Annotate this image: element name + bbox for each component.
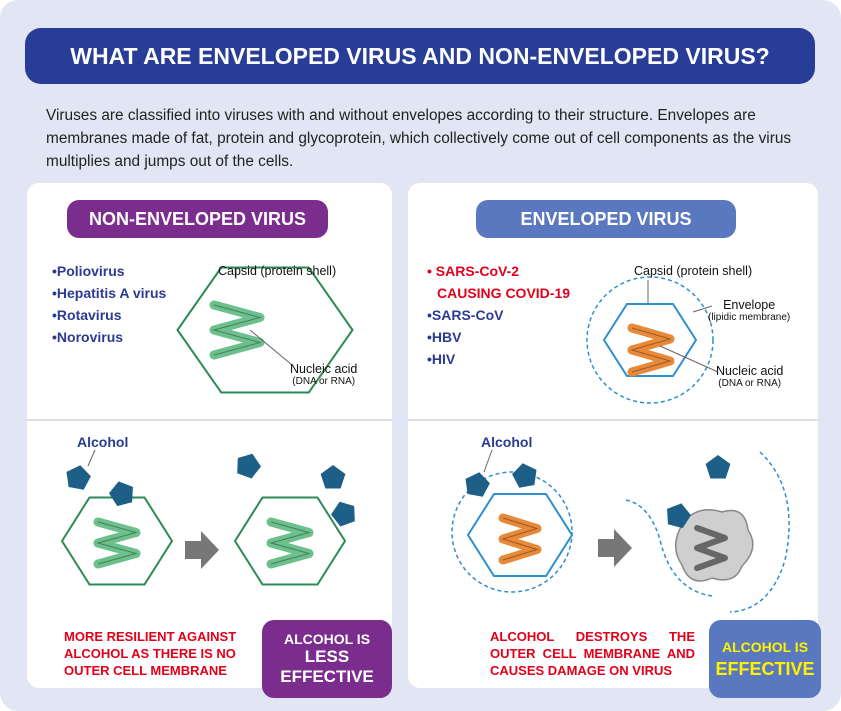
alcohol-molecule-icon — [705, 455, 731, 479]
enveloped-note: ALCOHOL DESTROYS THE OUTER CELL MEMBRANE… — [490, 629, 695, 678]
nucleic-acid-coil — [93, 517, 141, 569]
effective-badge: ALCOHOL IS EFFECTIVE — [709, 620, 821, 698]
nucleic-acid-coil-strand — [96, 521, 138, 565]
capsid-hexagon — [602, 303, 698, 377]
capsid-label: Capsid (protein shell) — [218, 264, 337, 278]
nucleic-leader-line — [249, 329, 293, 366]
nucleic-acid-coil-strand — [269, 521, 311, 565]
enveloped-panel — [408, 183, 818, 688]
list-item: •Poliovirus — [52, 263, 125, 279]
list-item: •Rotavirus — [52, 307, 122, 323]
nucleic-acid-coil — [498, 513, 542, 565]
list-item: •Norovirus — [52, 329, 124, 345]
capsid-hexagon — [466, 493, 574, 577]
list-item: •HIV — [427, 351, 456, 367]
list-item: •SARS-CoV — [427, 307, 504, 323]
nucleic-acid-coil-strand — [212, 304, 262, 356]
non-enveloped-examples: •Poliovirus •Hepatitis A virus •Rotaviru… — [52, 260, 166, 348]
less-effective-badge: ALCOHOL IS LESS EFFECTIVE — [262, 620, 392, 698]
capsid-hexagon — [233, 496, 347, 586]
alcohol-molecule-icon — [320, 465, 346, 489]
nucleic-acid-label: Nucleic acid (DNA or RNA) — [290, 362, 358, 387]
page-title: WHAT ARE ENVELOPED VIRUS AND NON-ENVELOP… — [25, 28, 815, 84]
envelope-leader-line — [692, 305, 713, 313]
non-enveloped-heading: NON-ENVELOPED VIRUS — [67, 200, 328, 238]
alcohol-leader-line — [483, 449, 493, 473]
nucleic-acid-coil-strand — [630, 327, 672, 373]
nucleic-acid-coil — [627, 323, 675, 377]
envelope-circle — [451, 471, 573, 593]
alcohol-label: Alcohol — [481, 434, 533, 450]
arrow-right-icon — [185, 531, 219, 569]
nucleic-acid-coil-strand — [501, 517, 539, 561]
broken-envelope — [729, 451, 790, 613]
enveloped-examples: • SARS-CoV-2 CAUSING COVID-19 •SARS-CoV … — [427, 260, 570, 370]
list-item: •Hepatitis A virus — [52, 285, 167, 301]
enveloped-heading: ENVELOPED VIRUS — [476, 200, 736, 238]
envelope-label: Envelope (lipidic membrane) — [708, 298, 791, 323]
broken-envelope — [625, 499, 713, 597]
alcohol-molecule-icon — [465, 472, 490, 497]
alcohol-leader-line — [87, 449, 96, 467]
alcohol-label: Alcohol — [77, 434, 129, 450]
non-enveloped-note: MORE RESILIENT AGAINST ALCOHOL AS THERE … — [64, 629, 237, 678]
non-enveloped-panel — [27, 183, 392, 688]
list-item-highlight-sub: CAUSING COVID-19 — [437, 285, 571, 301]
arrow-right-icon — [598, 529, 632, 567]
damaged-nucleic-acid — [694, 525, 728, 571]
list-item: •HBV — [427, 329, 462, 345]
list-item-highlight: • SARS-CoV-2 — [427, 263, 520, 279]
nucleic-leader-line — [659, 345, 719, 373]
nucleic-acid-coil — [209, 300, 265, 360]
alcohol-molecule-icon — [237, 453, 261, 479]
capsid-hexagon — [176, 266, 354, 394]
nucleic-acid-coil — [266, 517, 314, 569]
alcohol-molecule-icon — [109, 481, 133, 507]
alcohol-molecule-icon — [66, 465, 91, 490]
alcohol-molecule-icon — [667, 503, 691, 529]
intro-text: Viruses are classified into viruses with… — [46, 107, 792, 170]
capsid-label: Capsid (protein shell) — [634, 264, 753, 278]
capsid-hexagon — [60, 496, 174, 586]
envelope-circle — [586, 276, 714, 404]
alcohol-molecule-icon — [331, 501, 355, 527]
nucleic-acid-label: Nucleic acid (DNA or RNA) — [716, 364, 784, 389]
alcohol-molecule-icon — [512, 463, 537, 488]
